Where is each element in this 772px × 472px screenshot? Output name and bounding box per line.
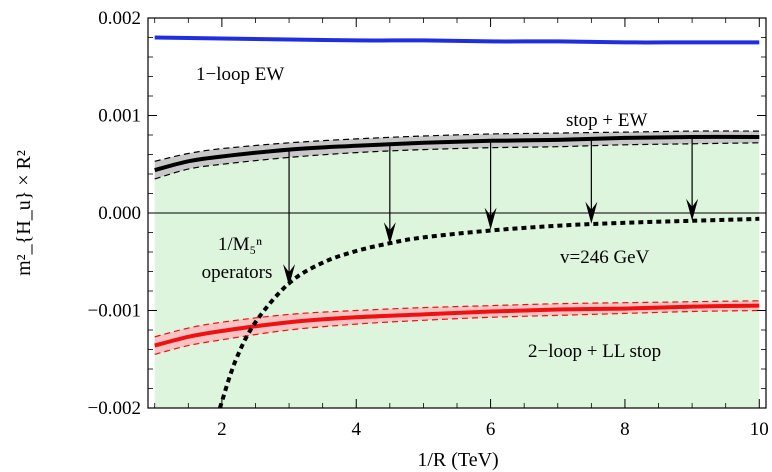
stop-ew-line [154, 134, 760, 173]
arrow-head-0 [283, 264, 296, 287]
y-tick-label: −0.001 [88, 301, 141, 322]
two-loop-series-label: 2−loop + LL stop [528, 341, 661, 362]
x-tick-label: 2 [217, 419, 227, 440]
x-tick-label: 8 [620, 419, 630, 440]
stop-ew-band-upper [154, 130, 760, 162]
two-loop-band-lower [154, 309, 760, 355]
arrow-head-2 [484, 207, 497, 230]
operators-label-line1: 1/M₅ⁿ [218, 234, 262, 255]
arrow-head-3 [585, 201, 598, 224]
vev-curve-label: v=246 GeV [560, 247, 650, 268]
two-loop-band [154, 300, 760, 355]
x-tick-label: 6 [486, 419, 496, 440]
vev-curve [218, 216, 760, 409]
arrow-head-4 [686, 198, 699, 221]
stop-ew-series-label: stop + EW [566, 110, 647, 131]
stop-ew-band [154, 131, 760, 179]
stop-ew-band-lower [154, 142, 760, 180]
y-tick-label: −0.002 [88, 398, 141, 419]
x-tick-label: 4 [351, 419, 361, 440]
arrow-head-1 [383, 222, 396, 245]
plot-area: 2 4 6 8 10 −0.002 −0.001 0.000 0.001 0.002 [88, 8, 769, 440]
x-axis-label: 1/R (TeV) [417, 449, 498, 471]
ew-series-label: 1−loop EW [196, 64, 284, 85]
y-tick-label: 0.001 [98, 106, 141, 127]
ew-line [154, 35, 760, 45]
y-tick-label: 0.000 [98, 203, 141, 224]
y-axis-label: m²_{H_u} × R² [13, 150, 35, 276]
two-loop-band-upper [154, 300, 760, 338]
x-tick-label: 10 [750, 419, 769, 440]
two-loop-line [154, 303, 760, 348]
allowed-region [154, 142, 760, 409]
operators-label-line2: operators [202, 262, 273, 283]
y-tick-label: 0.002 [98, 8, 141, 29]
